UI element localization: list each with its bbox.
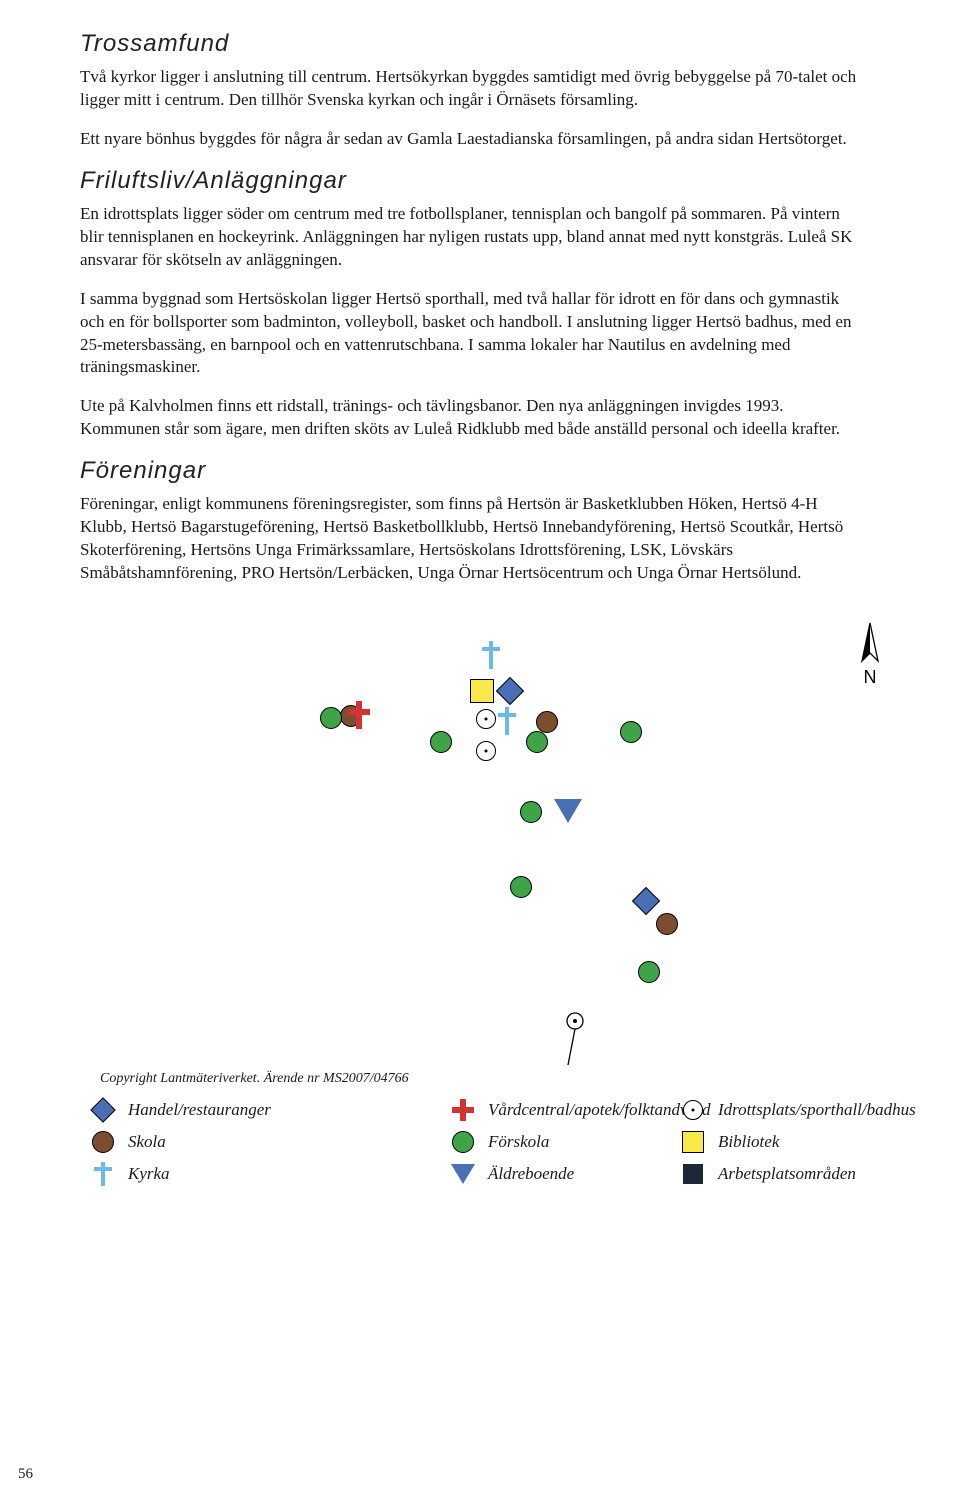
heading-foreningar: Föreningar (80, 457, 860, 485)
svg-text:N: N (864, 667, 877, 687)
legend-label: Förskola (488, 1132, 549, 1152)
copyright-text: Copyright Lantmäteriverket. Ärende nr MS… (100, 1071, 900, 1087)
para: Ett nyare bönhus byggdes för några år se… (80, 128, 860, 151)
legend-item: Arbetsplatsområden (680, 1161, 910, 1187)
compass-icon: N (850, 621, 890, 691)
para: I samma byggnad som Hertsöskolan ligger … (80, 288, 860, 380)
map-marker-circle (430, 731, 452, 753)
legend-item: Skola (90, 1129, 450, 1155)
sport-icon (680, 1097, 706, 1123)
para: En idrottsplats ligger söder om centrum … (80, 203, 860, 272)
map-marker-diamond (496, 677, 524, 705)
map-marker-sport (476, 709, 496, 729)
heading-friluftsliv: Friluftsliv/Anläggningar (80, 167, 860, 195)
page-number: 56 (18, 1466, 33, 1483)
map-marker-square (470, 679, 494, 703)
map-marker-circle (510, 876, 532, 898)
sq-dark-icon (680, 1161, 706, 1187)
para: Ute på Kalvholmen finns ett ridstall, tr… (80, 395, 860, 441)
diamond-icon (90, 1097, 116, 1123)
legend-label: Skola (128, 1132, 166, 1152)
map-marker-circle (638, 961, 660, 983)
map-marker-triangle (554, 799, 582, 823)
map-marker-diamond (632, 887, 660, 915)
legend-item: Idrottsplats/sporthall/badhus (680, 1097, 910, 1123)
legend-label: Kyrka (128, 1164, 170, 1184)
legend-item: Bibliotek (680, 1129, 910, 1155)
legend-item: Handel/restauranger (90, 1097, 450, 1123)
triangle-icon (450, 1161, 476, 1187)
map-marker-sport (476, 741, 496, 761)
map-marker-cross (348, 701, 370, 729)
para: Två kyrkor ligger i anslutning till cent… (80, 66, 860, 112)
circle-icon (450, 1129, 476, 1155)
map-figure: N (80, 601, 900, 1061)
legend-item: Förskola (450, 1129, 680, 1155)
legend-label: Arbetsplatsområden (718, 1164, 856, 1184)
map-pin-icon (560, 1011, 590, 1067)
square-icon (680, 1129, 706, 1155)
heading-trossamfund: Trossamfund (80, 30, 860, 58)
map-marker-circle (620, 721, 642, 743)
map-marker-circle (526, 731, 548, 753)
map-marker-circle (520, 801, 542, 823)
map-marker-circle (320, 707, 342, 729)
legend-item: Kyrka (90, 1161, 450, 1187)
map-marker-church (498, 707, 516, 735)
map-marker-circle (656, 913, 678, 935)
cross-icon (450, 1097, 476, 1123)
church-icon (90, 1161, 116, 1187)
map-legend: Handel/restauranger Vårdcentral/apotek/fo… (90, 1097, 900, 1187)
legend-label: Vårdcentral/apotek/folktandvård (488, 1100, 711, 1120)
legend-item: Vårdcentral/apotek/folktandvård (450, 1097, 680, 1123)
para: Föreningar, enligt kommunens föreningsre… (80, 493, 860, 585)
circle-icon (90, 1129, 116, 1155)
legend-label: Idrottsplats/sporthall/badhus (718, 1100, 916, 1120)
legend-label: Handel/restauranger (128, 1100, 271, 1120)
map-marker-church (482, 641, 500, 669)
map-marker-circle (536, 711, 558, 733)
legend-label: Äldreboende (488, 1164, 574, 1184)
legend-label: Bibliotek (718, 1132, 779, 1152)
legend-item: Äldreboende (450, 1161, 680, 1187)
